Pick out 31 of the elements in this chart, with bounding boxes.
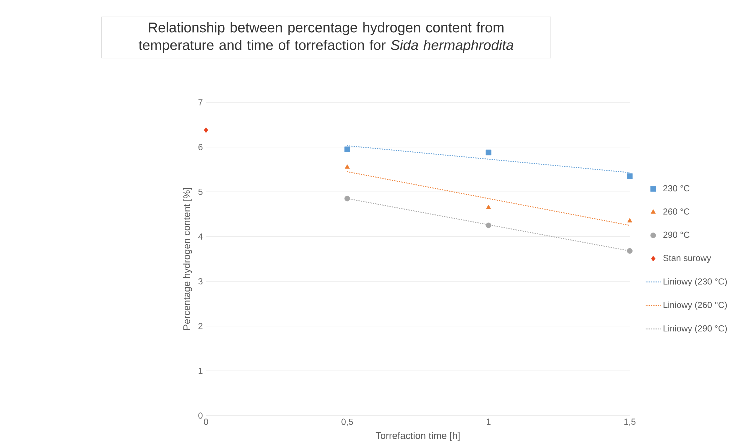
x-tick-label: 1 (486, 418, 491, 425)
y-tick-label: 1 (198, 368, 203, 374)
legend-label: Liniowy (260 °C) (664, 302, 728, 310)
legend-label: Liniowy (290 °C) (664, 325, 728, 334)
x-tick-label: 0,5 (342, 418, 354, 426)
point (344, 146, 350, 152)
legend-label: Liniowy (230 °C) (664, 278, 728, 286)
point (486, 222, 492, 228)
x-tick-label: 0 (204, 418, 208, 426)
legend-label: Stan surowy (664, 255, 712, 264)
point (486, 150, 492, 156)
y-tick-label: 4 (198, 234, 203, 240)
y-tick-label: 3 (198, 278, 203, 285)
point (627, 174, 633, 180)
point (344, 196, 350, 202)
point (627, 248, 633, 254)
point (345, 164, 350, 169)
x-axis-title: Torrefaction time [h] (376, 432, 460, 442)
point (628, 218, 632, 223)
y-tick-label: 0 (198, 412, 203, 419)
y-tick-label: 6 (198, 144, 203, 150)
x-tick-label: 1,5 (624, 418, 636, 426)
y-tick-label: 2 (198, 323, 203, 330)
y-axis-title: Percentage hydrogen content [%] (183, 188, 192, 330)
legend-label: 260 °C (664, 208, 690, 215)
legend-label: 290 °C (664, 232, 690, 238)
chart-title: Relationship between percentage hydrogen content from temperature and time of torrefaction for Sida hermaphrodita (138, 22, 514, 53)
point (486, 204, 492, 210)
y-tick-label: 5 (198, 188, 203, 196)
y-tick-label: 7 (198, 100, 203, 106)
legend-label: 230 °C (664, 185, 690, 192)
